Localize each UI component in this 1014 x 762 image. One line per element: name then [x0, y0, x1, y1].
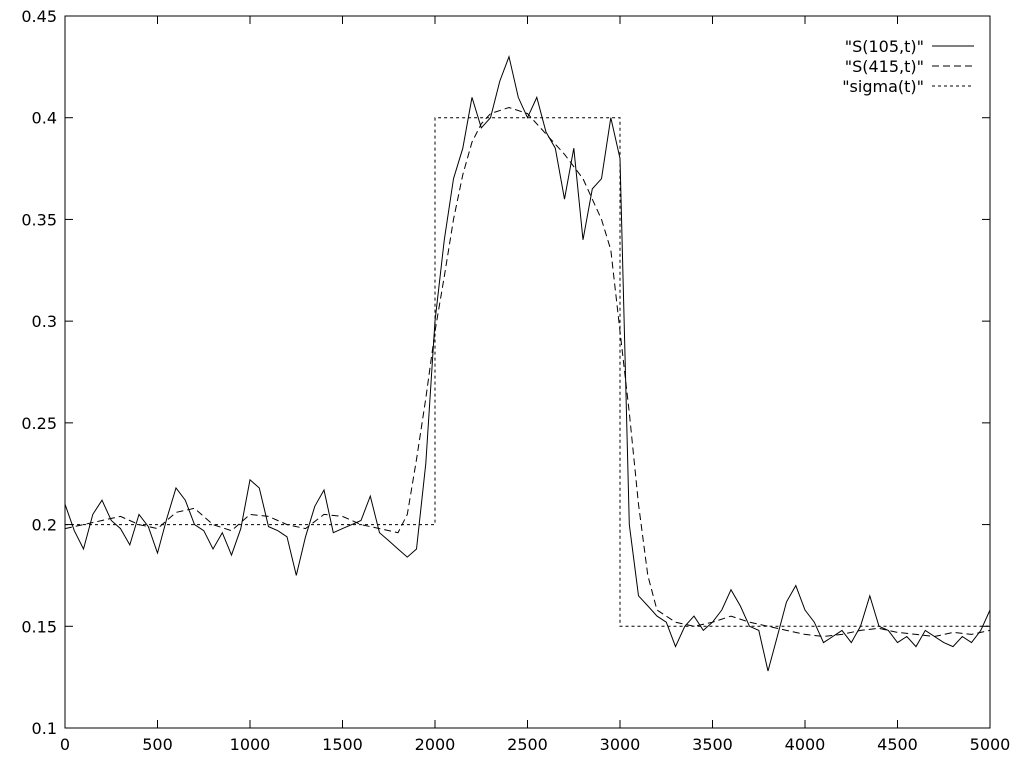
x-tick-label: 1500: [322, 735, 363, 754]
x-tick-label: 4000: [785, 735, 826, 754]
axis-ticks: 0 500 1000 1500 2000 2500 3000 3500 4000 4500 5000…: [21, 7, 1010, 754]
series-layer: [64, 54, 991, 672]
series-line-2: [64, 106, 991, 638]
x-tick-label: 1000: [230, 735, 271, 754]
x-tick-label: 2000: [415, 735, 456, 754]
y-tick-label: 0.25: [21, 414, 57, 433]
y-tick-label: 0.2: [32, 516, 57, 535]
series-line-1: [64, 54, 991, 672]
x-tick-label: 0: [60, 735, 70, 754]
x-tick-label: 2500: [507, 735, 548, 754]
legend-label: "S(415,t)": [845, 57, 924, 76]
x-tick-label: 3500: [692, 735, 733, 754]
y-tick-label: 0.15: [21, 617, 57, 636]
y-tick-label: 0.35: [21, 210, 57, 229]
legend-label: "S(105,t)": [845, 37, 924, 56]
plot-frame: [64, 15, 991, 729]
legend-label: "sigma(t)": [842, 77, 924, 96]
x-tick-label: 500: [142, 735, 173, 754]
y-tick-label: 0.1: [32, 719, 57, 738]
y-tick-label: 0.45: [21, 7, 57, 26]
legend: "S(105,t)""S(415,t)""sigma(t)": [842, 37, 974, 96]
x-tick-label: 5000: [970, 735, 1011, 754]
x-tick-label: 3000: [600, 735, 641, 754]
x-tick-label: 4500: [877, 735, 918, 754]
y-tick-label: 0.3: [32, 312, 57, 331]
y-tick-label: 0.4: [32, 109, 57, 128]
series-line-3: [65, 117, 990, 627]
